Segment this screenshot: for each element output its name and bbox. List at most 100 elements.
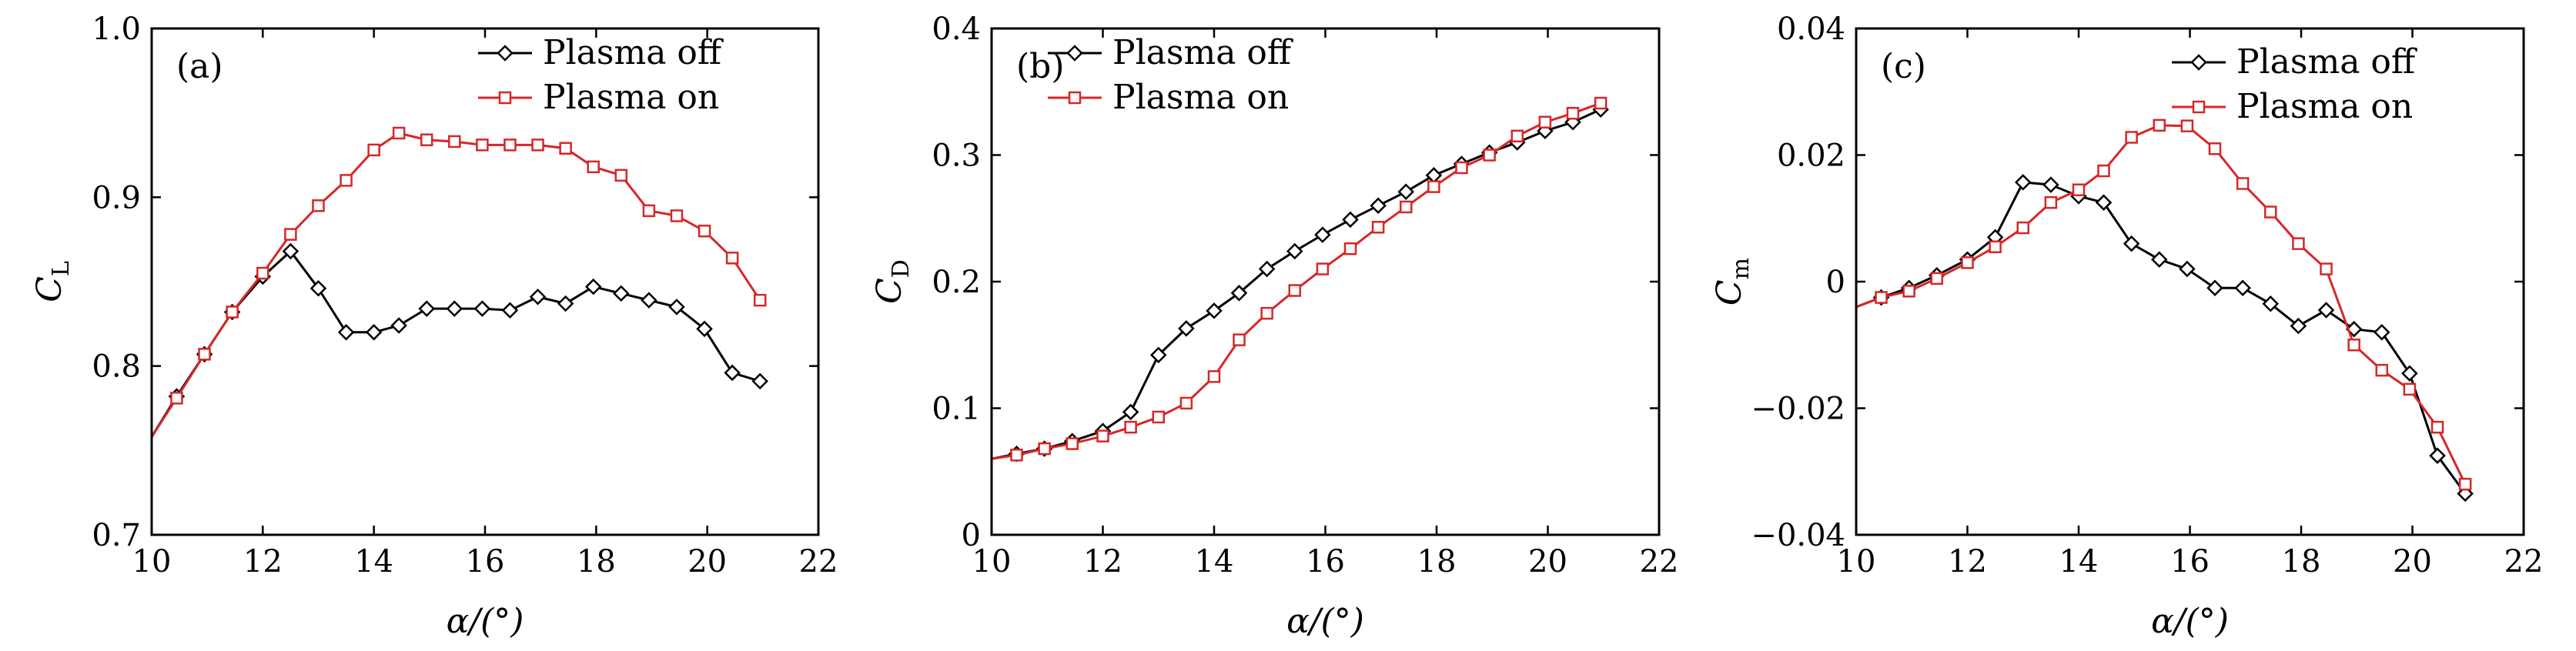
data-point	[2123, 235, 2140, 252]
data-point	[198, 348, 211, 361]
data-point	[1152, 410, 1165, 424]
data-point	[2206, 279, 2223, 296]
data-point	[476, 139, 489, 152]
legend-marker	[498, 91, 512, 105]
data-point	[1149, 346, 1167, 364]
data-point	[2150, 251, 2168, 268]
data-point	[698, 224, 711, 238]
legend-entry: Plasma on	[2172, 87, 2413, 126]
x-tick-label: 18	[2282, 544, 2321, 579]
data-point	[1316, 262, 1330, 275]
data-point	[1096, 429, 1109, 442]
data-point	[2072, 183, 2086, 196]
x-tick-label: 12	[1948, 544, 1987, 579]
legend-marker	[2192, 100, 2206, 114]
data-point	[1179, 396, 1193, 410]
data-point	[256, 266, 269, 280]
data-point	[2234, 279, 2251, 296]
series-line	[1856, 181, 2467, 495]
legend-entry: Plasma off	[1048, 33, 1293, 72]
data-point	[309, 280, 327, 297]
data-point	[2290, 317, 2307, 335]
data-point	[2208, 142, 2222, 155]
data-point	[2403, 382, 2417, 396]
y-axis-label: CL	[30, 261, 75, 302]
series-plasma-on	[992, 96, 1607, 462]
x-tick-label: 12	[243, 544, 283, 579]
data-point	[1930, 272, 1944, 285]
x-tick-label: 14	[354, 544, 393, 579]
data-point	[1122, 403, 1139, 421]
data-point	[668, 299, 685, 315]
chart-panel-1: 10 12 14 16 18 20 22 0.7 0.8 0.9 1.0 (a) Plasma off P…	[30, 12, 838, 641]
data-point	[670, 209, 684, 222]
data-point	[226, 305, 239, 319]
panel-label: (c)	[1881, 47, 1926, 86]
data-point	[392, 126, 406, 140]
data-point	[751, 372, 768, 390]
y-tick-label: 0.1	[932, 392, 981, 427]
x-tick-label: 16	[2170, 544, 2210, 579]
data-point	[2347, 339, 2360, 352]
legend-label: Plasma on	[543, 78, 719, 117]
data-point	[420, 133, 433, 147]
data-point	[1286, 242, 1303, 260]
data-point	[2236, 177, 2250, 190]
data-point	[1230, 285, 1248, 302]
y-tick-label: 0.2	[932, 265, 981, 300]
data-point	[337, 324, 355, 341]
legend-marker	[2190, 54, 2207, 71]
data-point	[1207, 370, 1221, 383]
series-plasma-off	[992, 101, 1609, 462]
data-point	[2179, 260, 2196, 278]
data-point	[1343, 242, 1357, 255]
series-plasma-off	[1856, 174, 2474, 502]
data-point	[2262, 295, 2280, 312]
data-point	[1371, 221, 1385, 234]
data-point	[1206, 302, 1223, 319]
data-point	[2292, 237, 2305, 250]
data-point	[1902, 285, 1915, 298]
data-point	[753, 293, 767, 307]
x-tick-label: 22	[1640, 544, 1679, 579]
x-tick-label: 20	[2393, 544, 2432, 579]
data-point	[1989, 240, 2002, 254]
data-point	[1566, 106, 1580, 120]
data-point	[1427, 180, 1440, 193]
data-point	[2125, 131, 2138, 144]
data-point	[312, 199, 325, 212]
x-tick-label: 18	[1417, 544, 1457, 579]
data-point	[282, 242, 299, 260]
data-point	[1260, 306, 1273, 320]
x-tick-label: 10	[972, 544, 1012, 579]
y-tick-label: 0.02	[1777, 139, 1845, 174]
data-point	[367, 143, 380, 157]
data-point	[1178, 320, 1195, 337]
y-axis-label: CD	[870, 259, 915, 304]
data-point	[642, 204, 656, 218]
plot-frame	[1855, 27, 2525, 536]
data-point	[2097, 164, 2110, 178]
data-point	[1875, 291, 1888, 304]
x-tick-label: 20	[1528, 544, 1567, 579]
data-point	[1258, 260, 1276, 278]
x-tick-label: 22	[2504, 544, 2544, 579]
series-line	[1856, 124, 2467, 485]
data-point	[1124, 420, 1137, 434]
data-point	[1538, 115, 1552, 129]
data-point	[2044, 195, 2058, 209]
data-point	[725, 252, 739, 265]
series-plasma-on	[152, 126, 767, 438]
legend-label: Plasma off	[543, 33, 724, 72]
data-point	[1010, 449, 1023, 462]
y-tick-label: 0.9	[92, 180, 141, 215]
x-tick-label: 10	[132, 544, 172, 579]
series-line	[152, 132, 761, 438]
series-plasma-on	[1856, 119, 2472, 491]
legend-entry: Plasma off	[478, 33, 724, 72]
data-point	[1400, 200, 1413, 214]
x-tick-label: 14	[1195, 544, 1234, 579]
data-point	[418, 300, 435, 317]
data-point	[340, 174, 353, 187]
